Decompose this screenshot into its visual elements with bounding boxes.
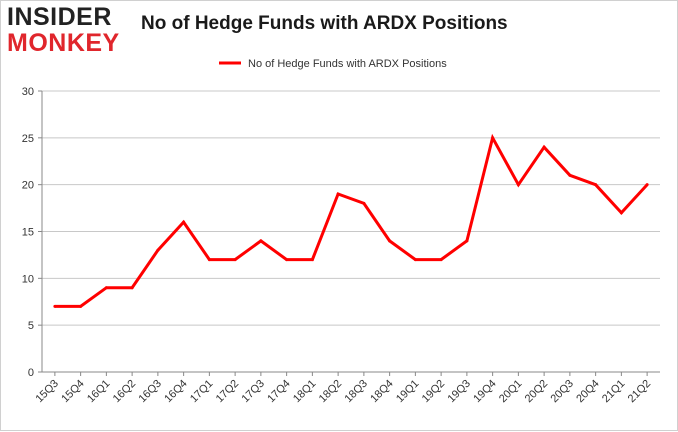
x-tick-label-18Q4: 18Q4 — [368, 378, 396, 406]
x-tick-label-17Q3: 17Q3 — [239, 378, 267, 406]
data-point-19Q4 — [491, 136, 495, 140]
x-tick-label-17Q1: 17Q1 — [188, 378, 216, 406]
x-tick-label-15Q3: 15Q3 — [33, 378, 61, 406]
data-point-16Q1 — [104, 286, 108, 290]
data-point-15Q4 — [79, 304, 83, 308]
x-tick-label-20Q4: 20Q4 — [574, 378, 602, 406]
x-tick-label-19Q4: 19Q4 — [471, 378, 499, 406]
insider-monkey-logo: INSIDER MONKEY — [7, 4, 131, 56]
x-tick-label-20Q3: 20Q3 — [548, 378, 576, 406]
data-point-20Q2 — [542, 145, 546, 149]
data-point-21Q1 — [619, 211, 623, 215]
x-tick-label-19Q1: 19Q1 — [394, 378, 422, 406]
x-tick-label-20Q2: 20Q2 — [523, 378, 551, 406]
data-point-17Q1 — [207, 258, 211, 262]
data-point-18Q2 — [336, 192, 340, 196]
x-tick-label-16Q4: 16Q4 — [162, 378, 190, 406]
x-tick-label-18Q2: 18Q2 — [317, 378, 345, 406]
data-point-15Q3 — [53, 304, 57, 308]
x-tick-label-16Q1: 16Q1 — [85, 378, 113, 406]
data-point-19Q1 — [413, 258, 417, 262]
x-tick-label-18Q3: 18Q3 — [342, 378, 370, 406]
legend: No of Hedge Funds with ARDX Positions — [219, 58, 447, 70]
series-layer — [53, 133, 649, 308]
x-tick-label-19Q3: 19Q3 — [445, 378, 473, 406]
x-tick-label-15Q4: 15Q4 — [59, 378, 87, 406]
data-point-19Q3 — [465, 239, 469, 243]
data-point-18Q4 — [388, 239, 392, 243]
axes: 0 5 10 15 20 25 30 15Q315Q416Q116Q216Q316Q417Q1… — [22, 86, 660, 405]
logo-text-bottom: MONKEY — [7, 29, 120, 57]
data-point-20Q3 — [568, 173, 572, 177]
x-tick-label-17Q4: 17Q4 — [265, 378, 293, 406]
data-point-17Q4 — [285, 258, 289, 262]
y-tick-label-0: 0 — [28, 367, 34, 379]
x-tick-label-21Q2: 21Q2 — [626, 378, 654, 406]
y-tick-label-5: 5 — [28, 320, 34, 332]
data-point-19Q2 — [439, 258, 443, 262]
data-point-20Q4 — [594, 183, 598, 187]
data-point-20Q1 — [516, 183, 520, 187]
chart-title: No of Hedge Funds with ARDX Positions — [141, 13, 508, 34]
x-tick-label-17Q2: 17Q2 — [214, 378, 242, 406]
x-tick-label-19Q2: 19Q2 — [420, 378, 448, 406]
x-tick-label-20Q1: 20Q1 — [497, 378, 525, 406]
y-tick-label-25: 25 — [22, 133, 34, 145]
y-tick-label-20: 20 — [22, 180, 34, 192]
data-point-16Q3 — [156, 248, 160, 252]
series-line-0 — [54, 133, 649, 308]
x-tick-label-16Q2: 16Q2 — [111, 378, 139, 406]
y-tick-label-30: 30 — [22, 86, 34, 98]
grid-lines — [42, 90, 660, 326]
data-point-18Q3 — [362, 201, 366, 205]
data-point-16Q4 — [182, 220, 186, 224]
y-tick-label-15: 15 — [22, 227, 34, 239]
data-point-17Q2 — [233, 258, 237, 262]
x-tick-label-18Q1: 18Q1 — [291, 378, 319, 406]
x-tick-label-16Q3: 16Q3 — [136, 378, 164, 406]
data-point-18Q1 — [310, 258, 314, 262]
y-tick-label-10: 10 — [22, 273, 34, 285]
data-point-17Q3 — [259, 239, 263, 243]
data-point-21Q2 — [645, 183, 649, 187]
x-tick-label-21Q1: 21Q1 — [600, 378, 628, 406]
legend-label: No of Hedge Funds with ARDX Positions — [248, 58, 447, 70]
data-point-16Q2 — [130, 286, 134, 290]
logo-text-top: INSIDER — [7, 3, 112, 31]
